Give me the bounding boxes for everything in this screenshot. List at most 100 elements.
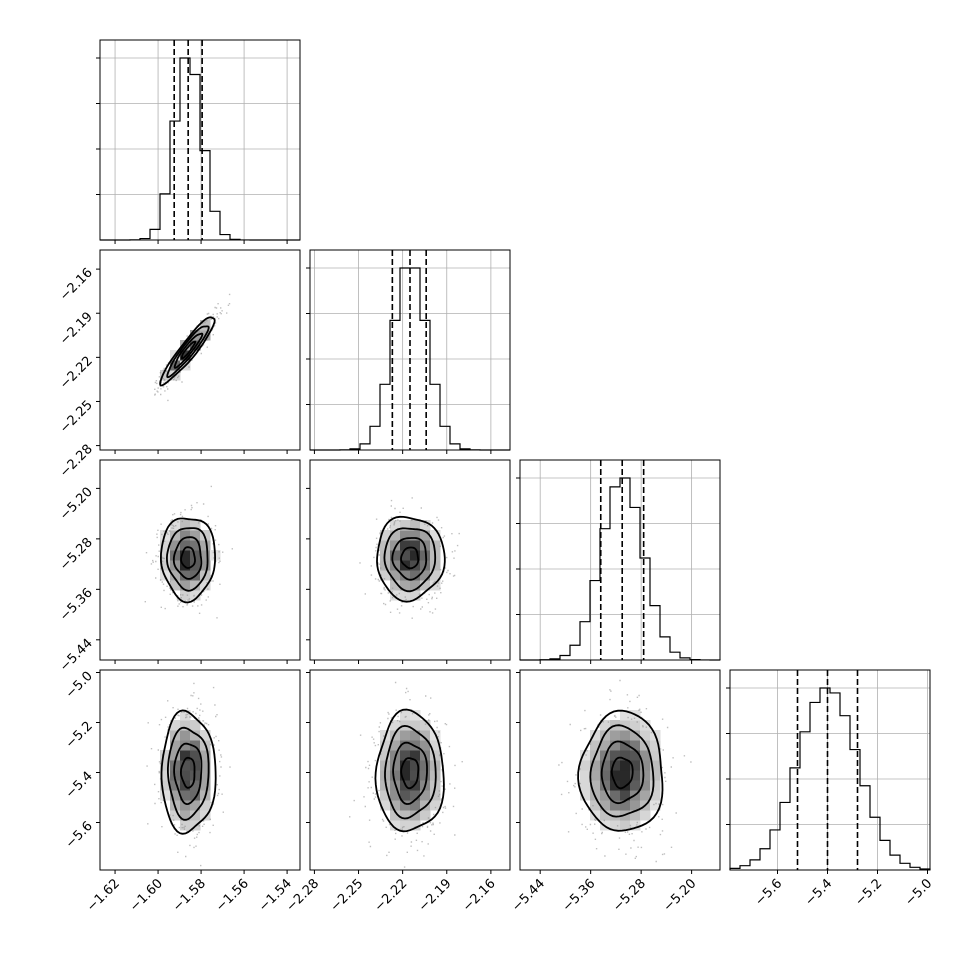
- hist-panel-bg: [520, 460, 720, 660]
- density-cell: [400, 740, 411, 751]
- density-cell: [160, 770, 171, 781]
- density-cell: [610, 760, 621, 771]
- density-cell: [600, 720, 611, 731]
- density-cell: [400, 790, 411, 801]
- contour-level-2: [167, 726, 210, 821]
- density-cell: [630, 750, 641, 761]
- contour-level-1: [173, 742, 203, 806]
- density-cell: [400, 530, 411, 541]
- density-cell: [170, 720, 181, 731]
- y-tick-label-2-3: −5.20: [57, 485, 96, 524]
- histogram-step: [729, 687, 931, 870]
- density-cell: [430, 580, 441, 591]
- scatter-panel-frame: [309, 669, 511, 871]
- contour-level-0: [179, 756, 196, 789]
- scatter-panel-frame: [99, 459, 301, 661]
- density-cell: [380, 800, 391, 811]
- density-cell: [640, 790, 651, 801]
- density-cell: [390, 550, 401, 561]
- density-cell: [400, 550, 411, 561]
- density-cell: [410, 540, 421, 551]
- density-cell: [430, 740, 441, 751]
- density-cell: [410, 720, 421, 731]
- density-cell: [190, 740, 201, 751]
- density-cell: [190, 720, 201, 731]
- density-cell: [600, 760, 611, 771]
- hist-panel-3: [726, 669, 931, 874]
- density-cell: [640, 750, 651, 761]
- density-cell: [190, 760, 201, 771]
- density-cell: [640, 740, 651, 751]
- density-cell: [400, 710, 411, 721]
- density-cell: [410, 740, 421, 751]
- contour-level-1: [173, 332, 204, 369]
- density-cell: [410, 580, 421, 591]
- contour-level-0: [400, 757, 420, 790]
- contour-level-1: [391, 537, 428, 581]
- density-cell: [620, 760, 631, 771]
- density-cell: [420, 580, 431, 591]
- density-cell: [390, 560, 401, 571]
- density-cell: [180, 530, 191, 541]
- density-cell: [610, 800, 621, 811]
- scatter-panel-2-1: [306, 459, 511, 664]
- density-cell: [390, 800, 401, 811]
- density-cell: [200, 320, 211, 331]
- hist-panel-2: [516, 459, 721, 664]
- density-cell: [170, 540, 181, 551]
- x-tick-label-2-2: −5.28: [610, 876, 649, 915]
- density-cell: [410, 760, 421, 771]
- density-cell: [200, 560, 211, 571]
- contour-level-0: [610, 756, 634, 790]
- density-cell: [410, 550, 421, 561]
- density-cell: [650, 780, 661, 791]
- density-cell: [430, 790, 441, 801]
- density-cell: [580, 760, 591, 771]
- density-cell: [380, 530, 391, 541]
- density-cell: [630, 720, 641, 731]
- contour-level-3: [160, 709, 217, 835]
- density-cell: [640, 720, 651, 731]
- density-cell: [180, 520, 191, 531]
- density-cell: [600, 780, 611, 791]
- scatter-panel-frame: [99, 669, 301, 871]
- density-cell: [390, 590, 401, 601]
- density-cell: [630, 770, 641, 781]
- density-cell: [160, 540, 171, 551]
- scatter-panel-frame: [519, 669, 721, 871]
- density-cell: [410, 820, 421, 831]
- density-cell: [420, 760, 431, 771]
- density-cell: [160, 560, 171, 571]
- density-cell: [410, 800, 421, 811]
- density-cell: [180, 810, 191, 821]
- density-cell: [650, 740, 661, 751]
- density-cell: [410, 530, 421, 541]
- density-cell: [420, 740, 431, 751]
- density-cell: [390, 720, 401, 731]
- density-cell: [410, 790, 421, 801]
- density-cell: [180, 770, 191, 781]
- x-tick-label-2-1: −5.36: [560, 876, 599, 915]
- scatter-panel-frame: [99, 249, 301, 451]
- density-cell: [640, 810, 651, 821]
- contour-level-2: [589, 724, 655, 818]
- density-cell: [650, 760, 661, 771]
- density-cell: [170, 740, 181, 751]
- x-tick-label-2-0: −5.44: [509, 876, 548, 915]
- x-tick-label-0-3: −1.56: [213, 876, 252, 915]
- density-cell: [170, 580, 181, 591]
- density-cell: [180, 820, 191, 831]
- density-cell: [590, 770, 601, 781]
- density-cell: [170, 750, 181, 761]
- density-cell: [600, 810, 611, 821]
- density-cell: [180, 800, 191, 811]
- density-cell: [400, 570, 411, 581]
- density-cell: [170, 780, 181, 791]
- density-cell: [180, 760, 191, 771]
- density-cell: [170, 810, 181, 821]
- contour-level-1: [392, 741, 428, 805]
- density-cell: [400, 540, 411, 551]
- y-tick-label-1-0: −2.28: [57, 442, 96, 481]
- density-cell: [420, 570, 431, 581]
- x-tick-label-1-2: −2.22: [372, 876, 411, 915]
